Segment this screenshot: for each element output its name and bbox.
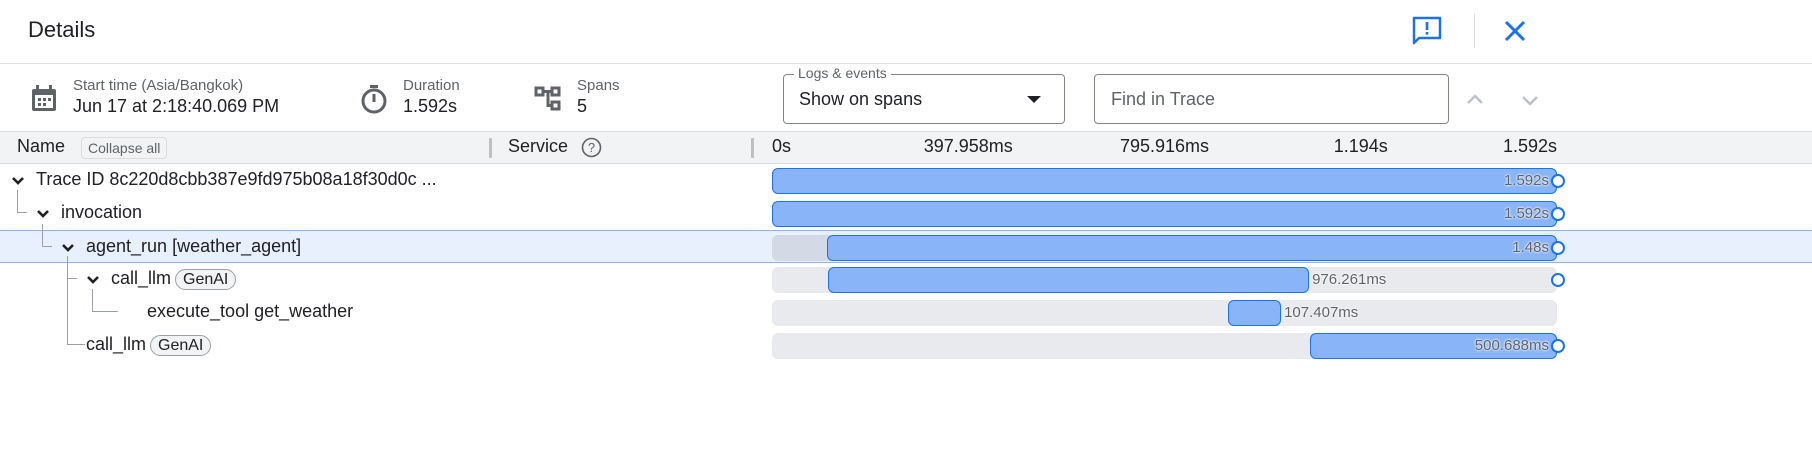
event-marker-icon[interactable] [1551,273,1565,287]
span-timeline-track: 1.592s [772,201,1565,227]
span-bar[interactable] [1228,300,1282,326]
span-name-text: Trace ID 8c220d8cbb387e9fd975b08a18f30d0… [36,169,437,189]
logs-events-label: Logs & events [794,65,891,81]
span-bar[interactable] [1309,333,1557,359]
column-header [0,131,1812,164]
event-marker-icon[interactable] [1551,174,1565,188]
span-timeline-track: 1.48s [772,235,1565,261]
span-duration: 500.688ms [1474,337,1549,354]
span-bar[interactable] [772,201,1557,227]
span-row[interactable]: agent_run [weather_agent] 1.48s [0,224,1812,263]
dropdown-arrow-icon [1027,96,1041,103]
timeline-tick: 1.194s [1333,136,1388,156]
genai-badge: GenAI [175,269,237,290]
tree-connector [67,256,85,345]
span-row[interactable]: execute_tool get_weather 107.407ms [0,289,1812,329]
spans-value: 5 [577,96,588,116]
service-column-header: Service [508,136,569,156]
span-name-text: call_llm [111,268,172,288]
span-timeline-track: 500.688ms [772,333,1565,359]
span-name-text: call_llm [86,334,147,354]
find-in-trace-input[interactable] [1094,74,1449,124]
details-header [0,0,1812,64]
start-time-value: Jun 17 at 2:18:40.069 PM [73,96,280,116]
event-marker-icon[interactable] [1551,241,1565,255]
tree-connector [92,289,118,312]
logs-events-value: Show on spans [799,89,923,109]
timeline-tick: 1.592s [1502,136,1557,156]
span-bar[interactable] [827,235,1557,261]
span-duration: 1.48s [1512,239,1549,256]
span-name: call_llm GenAI [86,334,212,356]
column-resize-handle[interactable] [751,138,754,158]
span-row[interactable]: call_llm GenAI 976.261ms [0,256,1812,296]
span-duration: 976.261ms [1312,271,1387,288]
event-marker-icon[interactable] [1551,339,1565,353]
timeline-tick: 0s [772,136,792,156]
chevron-down-icon[interactable] [11,174,25,188]
tree-connector [17,190,27,213]
duration-label: Duration [403,77,460,94]
logs-events-select[interactable] [783,74,1065,124]
duration-value: 1.592s [403,96,458,116]
span-name: execute_tool get_weather [147,301,353,322]
genai-badge: GenAI [150,335,212,356]
tree-connector [42,224,52,247]
span-duration: 1.592s [1503,205,1549,222]
feedback-button[interactable] [1410,14,1444,48]
spans-icon [534,86,561,111]
span-bar[interactable] [827,267,1310,293]
chevron-down-icon[interactable] [61,241,75,255]
divider [1474,14,1475,48]
span-bar[interactable] [772,168,1557,194]
previous-match-button[interactable] [1463,88,1487,112]
span-row[interactable]: invocation 1.592s [0,190,1812,230]
span-row[interactable]: call_llm GenAI 500.688ms [0,256,1812,362]
span-name: call_llm GenAI [111,268,237,290]
span-name-text: invocation [61,202,143,222]
close-icon [1504,20,1526,42]
next-match-button[interactable] [1518,88,1542,112]
page-title: Details [28,17,96,42]
spans-label: Spans [577,77,620,94]
duration: Duration 1.592s [403,77,460,117]
collapse-all-button[interactable]: Collapse all [81,137,168,159]
span-name: agent_run [weather_agent] [86,236,301,257]
span-timeline-track: 976.261ms [772,267,1565,293]
event-marker-icon[interactable] [1551,207,1565,221]
chevron-down-icon[interactable] [36,207,50,221]
feedback-icon [1412,16,1442,45]
span-duration: 1.592s [1503,172,1549,189]
span-duration: 107.407ms [1284,304,1359,321]
close-button[interactable] [1498,14,1532,48]
span-name-text: agent_run [weather_agent] [86,236,302,256]
span-name: Trace ID 8c220d8cbb387e9fd975b08a18f30d0… [36,169,437,190]
chevron-down-icon[interactable] [86,273,100,287]
column-resize-handle[interactable] [489,138,492,158]
timeline-tick: 397.958ms [923,136,1013,156]
start-time: Start time (Asia/Bangkok) Jun 17 at 2:18… [73,77,279,117]
calendar-icon [32,85,56,111]
span-name-text: execute_tool get_weather [147,301,354,321]
start-time-label: Start time (Asia/Bangkok) [73,77,244,94]
timer-icon [361,85,387,114]
svg-text:?: ? [588,140,595,155]
timeline-tick: 795.916ms [1119,136,1210,156]
name-column-header: Name [17,136,66,156]
span-timeline-track: 107.407ms [772,300,1557,326]
span-name: invocation [61,202,142,223]
spans: Spans 5 [577,77,620,117]
help-icon[interactable]: ? [581,137,602,158]
span-timeline-track: 1.592s [772,168,1565,194]
span-row[interactable]: Trace ID 8c220d8cbb387e9fd975b08a18f30d0… [0,164,1812,197]
